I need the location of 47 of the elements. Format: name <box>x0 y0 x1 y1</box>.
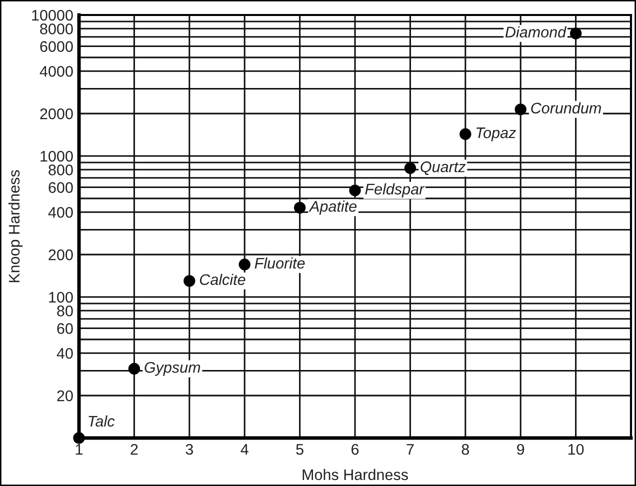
x-tick-label: 6 <box>352 444 359 455</box>
annotation: Corundum <box>531 102 601 114</box>
annotation: Feldspar <box>365 183 425 198</box>
annotation: Talc <box>88 415 115 427</box>
y-tick-label: 10000 <box>32 10 73 21</box>
point <box>73 432 85 444</box>
point <box>294 202 306 214</box>
y-tick-label: 20 <box>57 390 73 402</box>
point <box>514 104 526 116</box>
annotation: Gypsum <box>144 362 200 376</box>
y-tick-label: 1000 <box>40 150 73 162</box>
y-tick-label: 2000 <box>40 108 73 120</box>
annotation: Fluorite <box>254 257 305 269</box>
x-axis-title: Mohs Hardness <box>302 468 408 480</box>
y-tick-label: 100 <box>49 292 73 303</box>
y-tick-label: 40 <box>56 348 73 359</box>
point <box>460 128 472 140</box>
x-tick-label: 9 <box>517 444 524 455</box>
y-tick-label: 8000 <box>40 24 73 34</box>
x-tick-label: 5 <box>296 444 304 455</box>
y-tick-label: 800 <box>48 164 73 176</box>
point <box>238 258 250 270</box>
annotation: Quartz <box>420 161 466 175</box>
y-tick-label: 60 <box>57 323 73 334</box>
point <box>349 184 361 196</box>
y-tick-label: 200 <box>48 249 73 260</box>
x-tick-label: 8 <box>462 444 469 455</box>
x-tick-label: 2 <box>130 444 138 455</box>
y-tick-label: 4000 <box>40 66 73 77</box>
y-tick-label: 6000 <box>40 41 73 52</box>
annotation: Apatite <box>308 200 357 215</box>
y-tick-label: 400 <box>48 206 73 218</box>
y-axis-title: Knoop Hardness <box>8 170 23 282</box>
y-tick-label: 80 <box>57 306 73 316</box>
annotation: Topaz <box>476 128 516 142</box>
point <box>404 162 416 174</box>
x-tick-label: 4 <box>240 444 248 455</box>
annotation: Diamond <box>505 26 566 38</box>
point <box>128 362 140 375</box>
y-tick-label: 600 <box>48 182 73 193</box>
x-tick-label: 1 <box>76 444 83 455</box>
x-tick-label: 3 <box>186 444 193 455</box>
x-tick-label: 10 <box>568 444 584 455</box>
point <box>184 275 196 287</box>
point <box>570 28 582 40</box>
annotation: Calcite <box>200 274 246 286</box>
x-tick-label: 7 <box>406 444 414 455</box>
